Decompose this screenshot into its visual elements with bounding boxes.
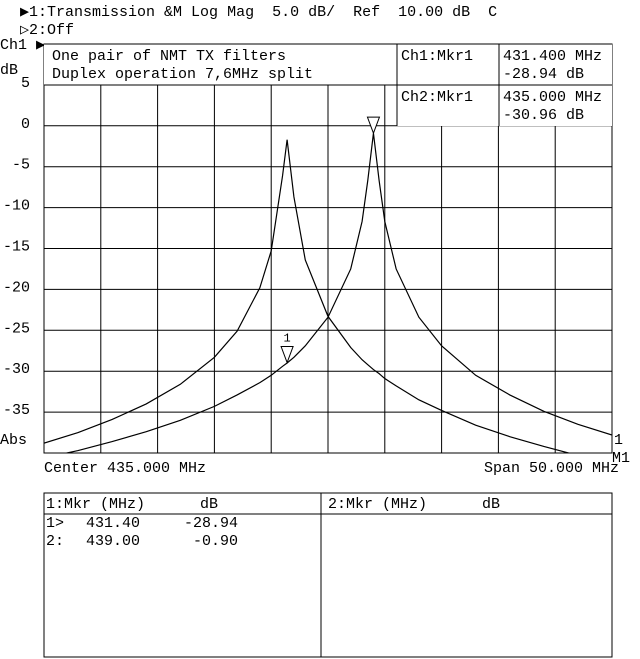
span-label: Span 50.000 MHz (484, 460, 619, 477)
readout-value: -30.96 dB (503, 107, 584, 124)
trace-end-label: M1 (612, 450, 630, 467)
trace-end-label: 1 (614, 432, 623, 449)
table-header: 1:Mkr (MHz) (46, 496, 145, 513)
trace (63, 133, 612, 453)
center-label: Center 435.000 MHz (44, 460, 206, 477)
y-tick-label: -5 (12, 157, 30, 174)
readout-label: Ch2:Mkr1 (401, 89, 473, 106)
table-header: dB (200, 496, 218, 513)
header-line: ▶1:Transmission &M Log Mag 5.0 dB/ Ref 1… (20, 4, 497, 21)
trace (44, 139, 571, 453)
annotation-area: One pair of NMT TX filters Duplex operat… (44, 43, 612, 126)
table-header: dB (482, 496, 500, 513)
readout-freq: 431.400 MHz (503, 48, 602, 65)
annotation: Duplex operation 7,6MHz split (52, 66, 313, 83)
format-label: Abs (0, 432, 27, 449)
readout-label: Ch1:Mkr1 (401, 48, 473, 65)
channel-label: Ch1 ▶ (0, 37, 45, 54)
y-tick-label: -15 (3, 238, 30, 255)
y-tick-label: -10 (3, 198, 30, 215)
marker (280, 346, 294, 364)
y-tick-label: -35 (3, 402, 30, 419)
y-tick-label: -30 (3, 361, 30, 378)
table-cell: 431.40 (86, 515, 140, 532)
table-cell: 439.00 (86, 533, 140, 550)
marker (366, 116, 381, 135)
table-cell: -28.94 (184, 515, 238, 532)
y-tick-label: -20 (3, 279, 30, 296)
y-tick-label: -25 (3, 320, 30, 337)
unit-label: dB (0, 62, 18, 79)
readout-freq: 435.000 MHz (503, 89, 602, 106)
y-tick-label: 5 (21, 75, 30, 92)
table-header: 2:Mkr (MHz) (328, 496, 427, 513)
marker-table: 1:Mkr (MHz) dB 2:Mkr (MHz) dB 1> 431.40 … (43, 492, 613, 658)
marker-label: 1 (284, 332, 291, 346)
annotation: One pair of NMT TX filters (52, 48, 286, 65)
readout-value: -28.94 dB (503, 66, 584, 83)
table-cell: 2: (46, 533, 64, 550)
table-cell: 1> (46, 515, 64, 532)
header-line: ▷2:Off (20, 22, 74, 39)
y-tick-label: 0 (21, 116, 30, 133)
table-cell: -0.90 (193, 533, 238, 550)
